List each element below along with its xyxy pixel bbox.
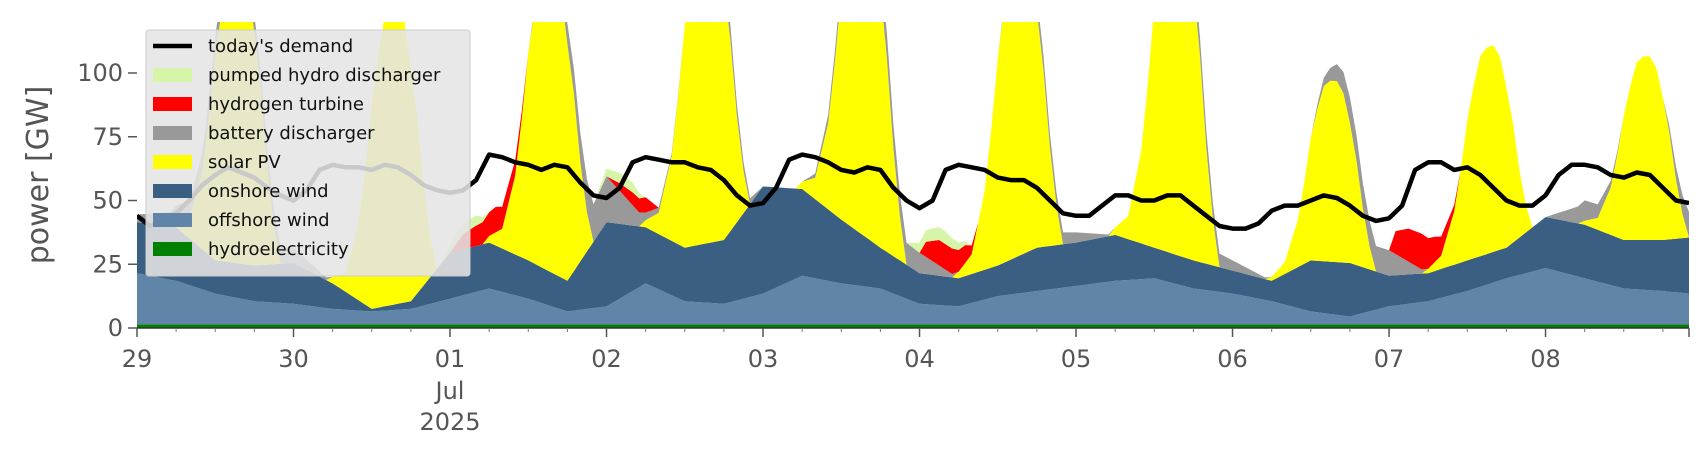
y-tick-label: 75 [92,123,123,151]
legend-swatch [153,68,192,82]
x-tick-label: 29 [122,345,153,373]
legend-label: solar PV [208,152,281,173]
area-onshore-wind [137,186,1689,317]
x-tick-label: 08 [1530,345,1561,373]
legend-label: today's demand [208,36,353,57]
x-tick-sublabel: Jul [434,377,465,405]
x-tick-sublabel: 2025 [419,408,480,436]
x-tick-label: 04 [904,345,935,373]
legend: today's demand pumped hydro discharger hyd… [145,29,471,277]
legend-swatch [153,97,192,111]
legend-swatch [153,213,192,227]
y-tick-label: 0 [108,314,123,342]
legend-swatch [153,155,192,169]
x-tick-label: 07 [1374,345,1405,373]
legend-box [145,29,471,277]
x-tick-label: 02 [591,345,622,373]
area-hydrogen-turbine [137,22,1689,278]
legend-label: onshore wind [208,181,329,202]
area-hydroelectricity [137,324,1689,328]
y-tick-label: 100 [77,59,123,87]
x-tick-label: 03 [748,345,779,373]
legend-swatch [153,126,192,140]
legend-label: hydrogen turbine [208,94,364,115]
x-tick-label: 06 [1217,345,1248,373]
area-solar-pv [137,22,1689,309]
legend-label: battery discharger [208,123,375,144]
legend-label: pumped hydro discharger [208,65,441,86]
axes: 0 25 50 75 100 29 30 01 Jul 2025 02 03 04 05 06 07 08 [77,59,1690,436]
legend-swatch [153,242,192,256]
y-axis-label: power [GW] [21,86,56,265]
legend-label: offshore wind [208,210,330,231]
x-tick-label: 30 [278,345,309,373]
y-tick-label: 25 [92,250,123,278]
legend-swatch [153,184,192,198]
x-tick-label: 01 [435,345,466,373]
area-offshore-wind [137,268,1689,325]
legend-label: hydroelectricity [208,239,349,260]
x-tick-label: 05 [1061,345,1092,373]
y-tick-label: 50 [92,187,123,215]
